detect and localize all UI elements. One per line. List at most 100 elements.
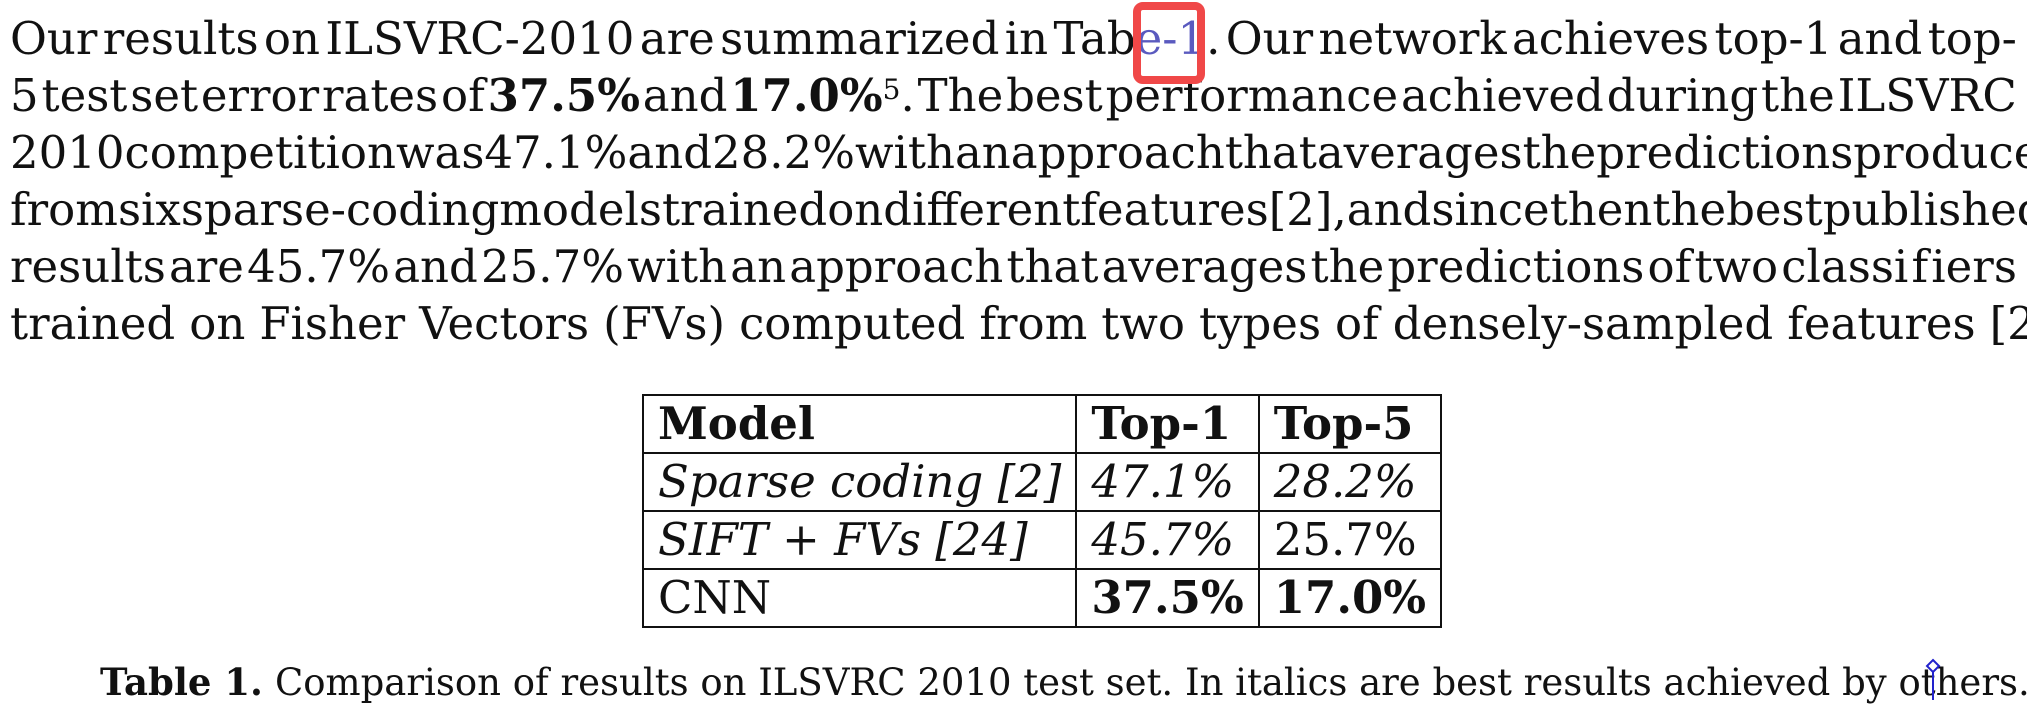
word: ILSVRC (1837, 69, 2017, 122)
word: results (102, 12, 259, 65)
word: two (1101, 297, 1185, 350)
word: that (1224, 126, 1317, 179)
word: are (168, 240, 244, 293)
word: computed (739, 297, 966, 350)
results-table: Model Top-1 Top-5 Sparse coding [2] 47.1… (641, 394, 1443, 628)
word: test (41, 69, 128, 122)
word: 5 (10, 69, 39, 122)
word: predictions (1596, 126, 1854, 179)
word: rates (322, 69, 439, 122)
word: error (200, 69, 320, 122)
paragraph-line-1: Our results on ILSVRC-2010 are summarize… (10, 10, 2017, 67)
word: competition (124, 126, 396, 179)
word: in (1004, 12, 1049, 65)
word: results (10, 240, 166, 293)
top5-error-bold: 17.0% (730, 69, 883, 122)
word: are (639, 12, 715, 65)
word: during (1606, 69, 1759, 122)
body-paragraph: Our results on ILSVRC-2010 are summarize… (10, 10, 2027, 352)
word: classi (1781, 240, 1909, 293)
word: from (979, 297, 1088, 350)
word: ILSVRC-2010 (325, 12, 635, 65)
word: with (854, 126, 955, 179)
word: Our (1225, 12, 1314, 65)
word: features (1080, 183, 1269, 236)
paragraph-line-2: 5 test set error rates of 37.5% and 17.0… (10, 67, 2017, 124)
word: of (441, 69, 485, 122)
word: approach (1010, 126, 1225, 179)
word: types (1199, 297, 1322, 350)
word: models (499, 183, 662, 236)
word: the (1652, 183, 1727, 236)
table-row: CNN 37.5% 17.0% (641, 568, 1443, 628)
citation[interactable]: [24]. (1989, 297, 2027, 350)
table-header-row: Model Top-1 Top-5 (641, 394, 1443, 454)
word: on (263, 12, 320, 65)
word: (FVs) (603, 297, 726, 350)
word: approach (789, 240, 1004, 293)
header-top5: Top-5 (1257, 394, 1443, 454)
word: densely-sampled (1392, 297, 1774, 350)
word: that (1006, 240, 1099, 293)
word: performance (1105, 69, 1399, 122)
punctuation: . (900, 69, 915, 122)
word: top- (1927, 12, 2017, 65)
top1-error-bold: 37.5% (487, 69, 640, 122)
word: the (1310, 240, 1385, 293)
top1-cell: 47.1% (1075, 452, 1260, 512)
table-reference[interactable]: Tabe-1. (1053, 10, 1220, 67)
word: 25.7% (481, 240, 624, 293)
word: and (393, 240, 478, 293)
word: 45.7% (247, 240, 391, 293)
word: pub (1822, 183, 1910, 236)
word: the (1761, 69, 1835, 122)
paragraph-line-4: from six sparse-coding models trained on… (10, 181, 2027, 238)
word: predictions (1387, 240, 1645, 293)
citation[interactable]: [2], (1268, 183, 1347, 236)
word: an (730, 240, 787, 293)
table-reference-prefix: Tab (1053, 12, 1136, 65)
word: on (827, 183, 884, 236)
paragraph-line-3: 2010 competition was 47.1% and 28.2% wit… (10, 124, 2027, 181)
top5-cell: 25.7% (1257, 510, 1443, 570)
word: network (1318, 12, 1507, 65)
text-cursor-icon (1925, 658, 1941, 700)
word: lished (1909, 183, 2027, 236)
word: six (117, 183, 181, 236)
punctuation: . (1206, 12, 1221, 65)
word: and (1837, 12, 1923, 65)
word: with (627, 240, 728, 293)
word: averages (1101, 240, 1308, 293)
paragraph-line-5: results are 45.7% and 25.7% with an appr… (10, 238, 2017, 295)
word: achieves (1511, 12, 1710, 65)
word: f (1911, 240, 1929, 293)
word: averages (1316, 126, 1523, 179)
word: of (1647, 240, 1692, 293)
word: 47.1% (484, 126, 628, 179)
table-caption: Table 1. Comparison of results on ILSVRC … (100, 660, 2027, 705)
word: sparse-coding (180, 183, 500, 236)
word: summarized (720, 12, 1000, 65)
header-top1: Top-1 (1075, 394, 1260, 454)
word: achieved (1400, 69, 1604, 122)
word: then (1549, 183, 1653, 236)
word: was (395, 126, 485, 179)
word: trained (10, 297, 176, 350)
word: The (917, 69, 1004, 122)
word: and (627, 126, 713, 179)
word: set (130, 69, 199, 122)
table-row: Sparse coding [2] 47.1% 28.2% (641, 452, 1443, 512)
word: top-1 (1714, 12, 1833, 65)
model-cell: SIFT + FVs [24] (641, 510, 1078, 570)
word: on (189, 297, 246, 350)
footnote-marker: 5 (882, 73, 901, 106)
header-model: Model (641, 394, 1078, 454)
table-reference-link[interactable]: e-1 (1135, 12, 1207, 65)
table-row: SIFT + FVs [24] 45.7% 25.7% (641, 510, 1443, 570)
model-cell: Sparse coding [2] (641, 452, 1078, 512)
word: of (1335, 297, 1379, 350)
word: and (642, 69, 728, 122)
word: and (1346, 183, 1432, 236)
word: different (883, 183, 1081, 236)
word: 2010 (10, 126, 125, 179)
